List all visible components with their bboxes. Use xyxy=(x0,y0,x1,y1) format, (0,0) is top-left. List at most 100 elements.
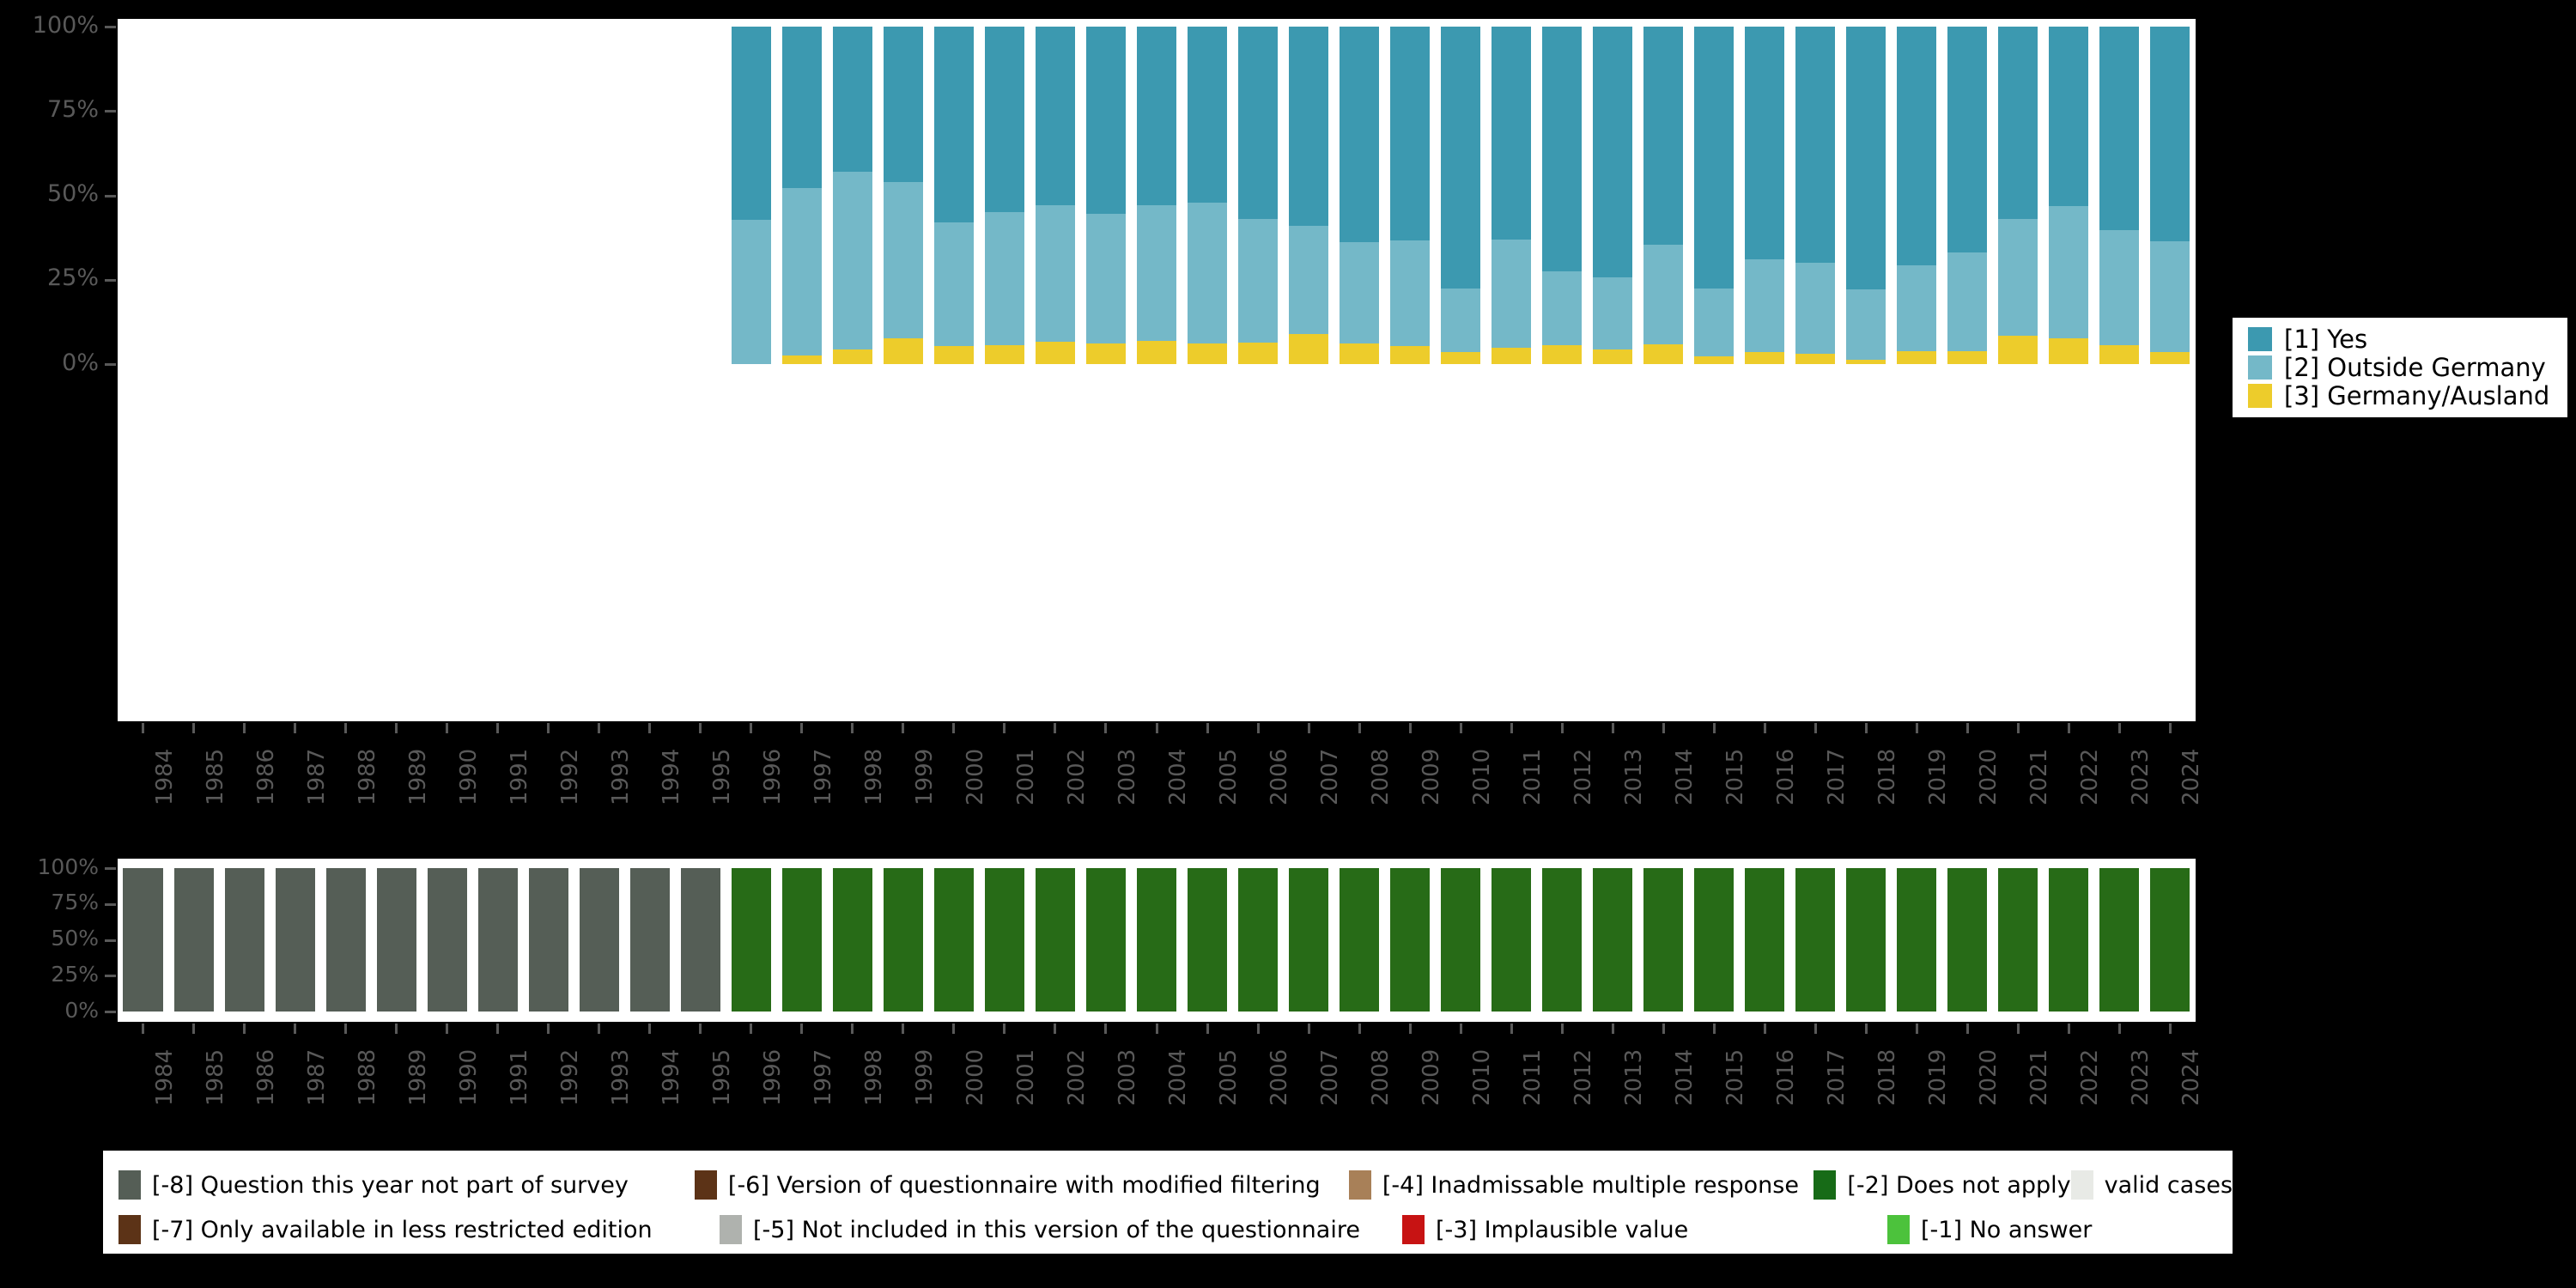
sub-bar-segment[interactable] xyxy=(1947,868,1988,1012)
sub-bar-column[interactable] xyxy=(883,868,923,1012)
bar-segment[interactable] xyxy=(1441,27,1481,289)
bar-segment[interactable] xyxy=(1390,240,1431,346)
bar-segment[interactable] xyxy=(2150,241,2190,352)
bar-segment[interactable] xyxy=(1897,265,1937,352)
bl-item-minus2[interactable]: [-2] Does not apply xyxy=(1814,1170,2071,1200)
sub-bar-segment[interactable] xyxy=(173,868,214,1012)
sub-bar-segment[interactable] xyxy=(1846,868,1886,1012)
bar-segment[interactable] xyxy=(1846,27,1886,289)
bar-column[interactable] xyxy=(1998,27,2038,364)
bar-column[interactable] xyxy=(1593,27,1633,364)
sub-bar-segment[interactable] xyxy=(1745,868,1785,1012)
sub-bar-column[interactable] xyxy=(984,868,1024,1012)
sub-bar-segment[interactable] xyxy=(224,868,264,1012)
sub-bar-segment[interactable] xyxy=(1238,868,1279,1012)
sub-bar-column[interactable] xyxy=(123,868,163,1012)
bar-segment[interactable] xyxy=(1795,262,1836,355)
sub-bar-segment[interactable] xyxy=(1795,868,1836,1012)
sub-bar-segment[interactable] xyxy=(2099,868,2140,1012)
bar-column[interactable] xyxy=(1492,27,1532,364)
sub-bar-segment[interactable] xyxy=(427,868,467,1012)
bar-segment[interactable] xyxy=(1897,351,1937,364)
sub-bar-segment[interactable] xyxy=(1897,868,1937,1012)
sub-bar-column[interactable] xyxy=(731,868,771,1012)
bar-column[interactable] xyxy=(1085,27,1126,364)
sub-bar-segment[interactable] xyxy=(933,868,974,1012)
sub-bar-segment[interactable] xyxy=(528,868,568,1012)
sub-bar-column[interactable] xyxy=(1136,868,1176,1012)
bar-segment[interactable] xyxy=(1947,351,1988,364)
sub-bar-segment[interactable] xyxy=(2049,868,2089,1012)
bar-column[interactable] xyxy=(1897,27,1937,364)
bar-segment[interactable] xyxy=(1694,27,1735,289)
bar-segment[interactable] xyxy=(1998,27,2038,220)
bar-segment[interactable] xyxy=(1340,27,1380,242)
bar-column[interactable] xyxy=(2049,27,2089,364)
sub-bar-column[interactable] xyxy=(2150,868,2190,1012)
bar-segment[interactable] xyxy=(933,27,974,222)
bar-column[interactable] xyxy=(832,27,872,364)
sub-bar-column[interactable] xyxy=(224,868,264,1012)
sub-bar-segment[interactable] xyxy=(123,868,163,1012)
bar-segment[interactable] xyxy=(1340,343,1380,364)
sub-bar-segment[interactable] xyxy=(984,868,1024,1012)
sub-bar-segment[interactable] xyxy=(680,868,720,1012)
bar-segment[interactable] xyxy=(883,337,923,364)
bar-segment[interactable] xyxy=(1643,245,1684,345)
bar-column[interactable] xyxy=(1340,27,1380,364)
bar-segment[interactable] xyxy=(1998,336,2038,364)
sub-bar-segment[interactable] xyxy=(781,868,822,1012)
sub-bar-column[interactable] xyxy=(1492,868,1532,1012)
bar-column[interactable] xyxy=(1542,27,1583,364)
bar-segment[interactable] xyxy=(1238,27,1279,219)
sub-bar-column[interactable] xyxy=(1188,868,1228,1012)
bar-segment[interactable] xyxy=(883,27,923,183)
sub-bar-column[interactable] xyxy=(1035,868,1075,1012)
bar-segment[interactable] xyxy=(832,27,872,172)
sub-bar-column[interactable] xyxy=(275,868,315,1012)
bar-segment[interactable] xyxy=(2150,27,2190,242)
bar-segment[interactable] xyxy=(1136,27,1176,205)
sub-bar-segment[interactable] xyxy=(1542,868,1583,1012)
bar-segment[interactable] xyxy=(1188,203,1228,344)
bar-segment[interactable] xyxy=(1492,240,1532,348)
bar-segment[interactable] xyxy=(731,219,771,364)
sub-bar-column[interactable] xyxy=(1542,868,1583,1012)
bar-segment[interactable] xyxy=(1643,27,1684,246)
sub-bar-column[interactable] xyxy=(1694,868,1735,1012)
sub-bar-column[interactable] xyxy=(477,868,518,1012)
legend-item-outside-germany[interactable]: [2] Outside Germany xyxy=(2248,354,2567,382)
bar-column[interactable] xyxy=(1846,27,1886,364)
bl-item-minus7[interactable]: [-7] Only available in less restricted e… xyxy=(118,1215,720,1244)
bar-segment[interactable] xyxy=(1441,352,1481,364)
bar-column[interactable] xyxy=(1947,27,1988,364)
sub-bar-column[interactable] xyxy=(173,868,214,1012)
bar-segment[interactable] xyxy=(984,27,1024,212)
bar-segment[interactable] xyxy=(1085,213,1126,344)
sub-bar-column[interactable] xyxy=(1289,868,1329,1012)
bar-segment[interactable] xyxy=(933,345,974,364)
bar-column[interactable] xyxy=(1694,27,1735,364)
sub-bar-segment[interactable] xyxy=(2150,868,2190,1012)
bar-segment[interactable] xyxy=(1390,345,1431,364)
bar-segment[interactable] xyxy=(1035,27,1075,206)
sub-bar-column[interactable] xyxy=(680,868,720,1012)
bar-segment[interactable] xyxy=(1593,276,1633,349)
bl-item-minus8[interactable]: [-8] Question this year not part of surv… xyxy=(118,1170,695,1200)
bar-column[interactable] xyxy=(1238,27,1279,364)
legend-item-germany-ausland[interactable]: [3] Germany/Ausland xyxy=(2248,382,2567,410)
sub-bar-column[interactable] xyxy=(1998,868,2038,1012)
bar-segment[interactable] xyxy=(1998,219,2038,336)
sub-bar-column[interactable] xyxy=(933,868,974,1012)
bar-segment[interactable] xyxy=(1238,342,1279,364)
sub-bar-segment[interactable] xyxy=(1289,868,1329,1012)
bar-segment[interactable] xyxy=(1289,334,1329,364)
bar-segment[interactable] xyxy=(1441,289,1481,353)
bar-segment[interactable] xyxy=(731,27,771,220)
sub-bar-segment[interactable] xyxy=(477,868,518,1012)
bar-segment[interactable] xyxy=(1947,27,1988,253)
sub-bar-segment[interactable] xyxy=(731,868,771,1012)
bar-segment[interactable] xyxy=(1593,349,1633,364)
bar-segment[interactable] xyxy=(1745,27,1785,259)
bar-segment[interactable] xyxy=(1085,343,1126,364)
